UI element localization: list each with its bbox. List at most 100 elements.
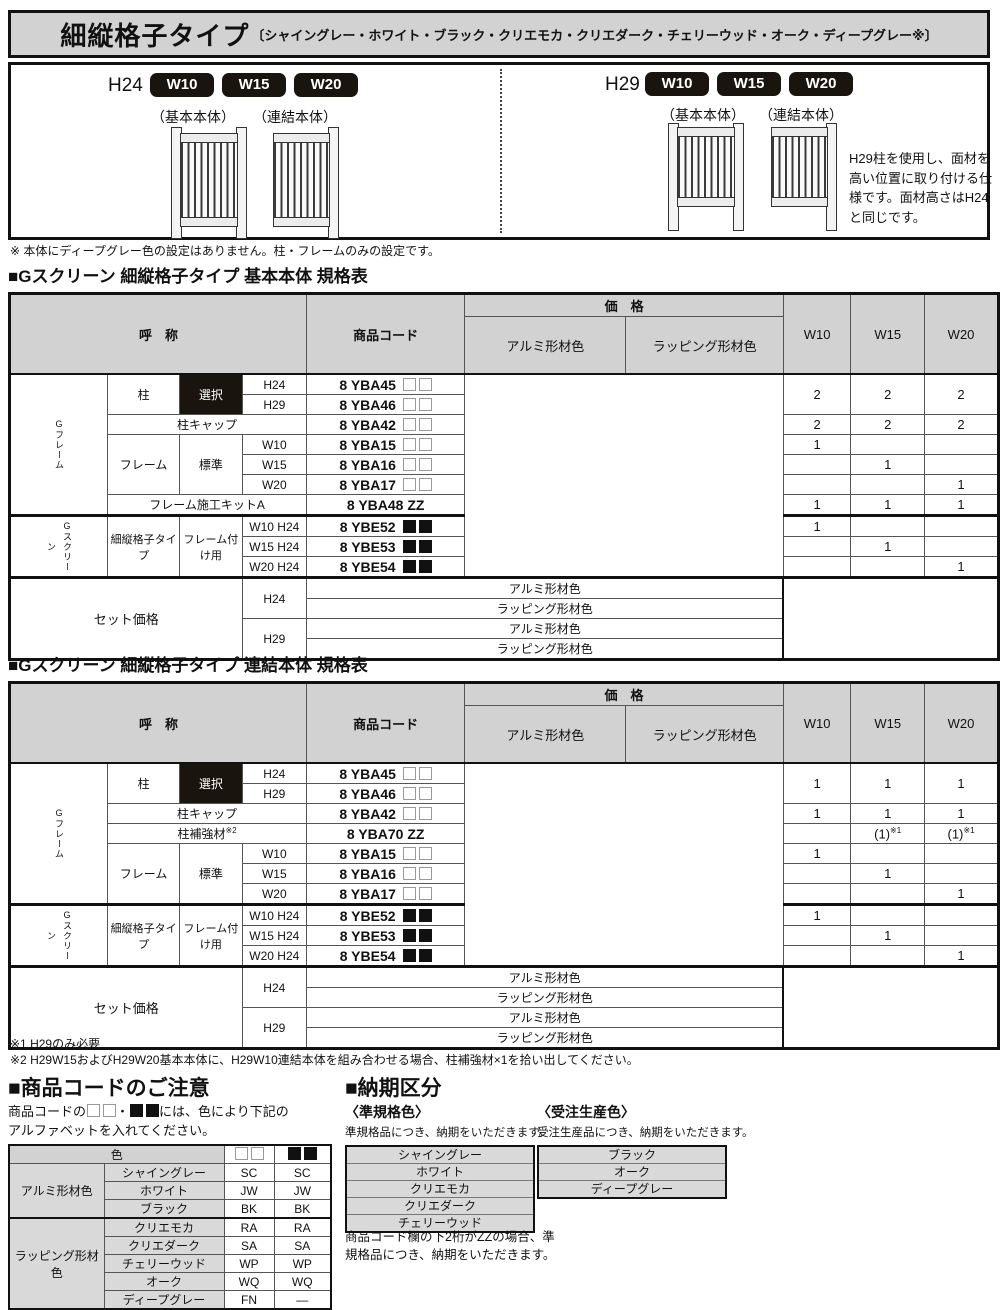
qty-cell: 1 xyxy=(782,843,852,864)
color-list-item: オーク xyxy=(539,1164,725,1181)
qty-cell: 2 xyxy=(850,373,926,415)
code-notice-description: 商品コードの・には、色により下記の アルファベットを入れてください。 xyxy=(8,1104,289,1138)
filled-square-icon xyxy=(418,539,432,553)
col-header-w20: W20 xyxy=(924,682,999,764)
color-name: クリエモカ xyxy=(103,1217,225,1237)
filled-square-icon xyxy=(402,908,416,922)
open-square-icon xyxy=(418,846,432,860)
product-code: 8 YBA16 xyxy=(306,863,466,884)
qty-cell: 1 xyxy=(850,494,926,516)
filled-square-icon xyxy=(402,559,416,573)
filled-square-icon xyxy=(303,1147,317,1160)
color-name: ホワイト xyxy=(103,1181,225,1200)
link-table-title: ■Gスクリーン 細縦格子タイプ 連結本体 規格表 xyxy=(8,656,368,675)
color-code: SC xyxy=(223,1163,275,1182)
qty-cell xyxy=(924,903,999,926)
col-header-w10: W10 xyxy=(782,293,852,375)
color-name: シャイングレー xyxy=(103,1163,225,1182)
qty-cell xyxy=(924,434,999,455)
color-code: WQ xyxy=(223,1272,275,1291)
lattice-slats xyxy=(274,143,329,217)
made-to-order-color-list: ブラック オーク ディープグレー xyxy=(537,1145,727,1199)
color-list-item: ブラック xyxy=(539,1147,725,1164)
group-gframe-label: Gフレーム xyxy=(9,762,108,905)
qty-cell xyxy=(782,454,852,475)
open-square-icon xyxy=(402,437,416,451)
semi-standard-color-list: シャイングレー ホワイト クリエモカ クリエダーク チェリーウッド xyxy=(345,1145,535,1233)
color-code: SC xyxy=(273,1163,332,1182)
col-header-code: 商品コード xyxy=(306,293,466,375)
size-label: W15 xyxy=(241,863,308,884)
color-code: BK xyxy=(223,1199,275,1219)
color-code: BK xyxy=(273,1199,332,1219)
product-code: 8 YBA45 xyxy=(306,373,466,395)
product-code: 8 YBA46 xyxy=(306,394,466,415)
diagram-divider xyxy=(500,69,502,233)
qty-cell xyxy=(782,536,852,557)
h29-w20-badge: W20 xyxy=(789,72,853,96)
qty-cell xyxy=(782,474,852,495)
standard-label: 標準 xyxy=(179,843,243,905)
qty-cell: 1 xyxy=(782,803,852,824)
open-square-icon xyxy=(418,806,432,820)
open-square-icon xyxy=(418,477,432,491)
qty-cell xyxy=(924,514,999,537)
frame-label: フレーム xyxy=(106,843,181,905)
h24-w15-badge: W15 xyxy=(222,73,286,97)
pillar-cap-label: 柱キャップ xyxy=(106,803,308,824)
product-code: 8 YBA16 xyxy=(306,454,466,475)
filled-square-icon xyxy=(418,519,432,533)
lattice-type-label: 細縦格子タイプ xyxy=(106,514,181,578)
product-code: 8 YBA17 xyxy=(306,474,466,495)
semi-standard-color-block: 〈準規格色〉 準規格品につき、納期をいただきます。 シャイングレー ホワイト ク… xyxy=(345,1102,550,1233)
qty-cell xyxy=(782,883,852,905)
col-header-alumi: アルミ形材色 xyxy=(464,705,627,764)
lattice-slats xyxy=(772,137,827,197)
page-title: 細縦格子タイプ xyxy=(60,20,250,51)
qty-cell xyxy=(782,863,852,884)
basic-spec-table: 呼 称 商品コード 価 格 W10 W15 W20 アルミ形材色 ラッピング形材… xyxy=(8,292,1000,661)
set-price-wrap-label: ラッピング形材色 xyxy=(306,598,784,619)
group-gscreen-label: Gスクリーン xyxy=(9,903,108,967)
filled-square-icon xyxy=(402,539,416,553)
h24-link-caption: （連結本体） xyxy=(253,109,337,125)
col-header-wrap: ラッピング形材色 xyxy=(625,316,784,375)
col-header-w10: W10 xyxy=(782,682,852,764)
filled-square-icon xyxy=(418,928,432,942)
open-square-icon xyxy=(418,397,432,411)
size-label: W20 H24 xyxy=(241,556,308,578)
code-notice-title: ■商品コードのご注意 xyxy=(8,1077,210,1100)
qty-cell xyxy=(782,823,852,844)
color-code: WP xyxy=(223,1254,275,1273)
h24-link-fence-illustration xyxy=(273,127,339,239)
size-label: W15 xyxy=(241,454,308,475)
size-label: W20 H24 xyxy=(241,945,308,967)
page-title-color-list: 〔シャイングレー・ホワイト・ブラック・クリエモカ・クリエダーク・チェリーウッド・… xyxy=(251,27,938,43)
fence-panel xyxy=(771,127,828,207)
open-square-icon xyxy=(402,766,416,780)
set-price-area-empty xyxy=(782,576,1000,660)
qty-cell: 1 xyxy=(782,434,852,455)
qty-cell: 1 xyxy=(924,883,999,905)
open-square-icon xyxy=(418,377,432,391)
size-label: W20 xyxy=(241,883,308,905)
open-square-icon xyxy=(402,866,416,880)
page-title-box: 細縦格子タイプ 〔シャイングレー・ホワイト・ブラック・クリエモカ・クリエダーク・… xyxy=(8,10,990,58)
filled-square-icon xyxy=(418,559,432,573)
filled-square-icon xyxy=(402,519,416,533)
qty-cell xyxy=(850,474,926,495)
filled-square-icon xyxy=(418,948,432,962)
color-code: WP xyxy=(273,1254,332,1273)
set-price-wrap-label: ラッピング形材色 xyxy=(306,987,784,1008)
product-code: 8 YBE53 xyxy=(306,925,466,946)
pillar-label: 柱 xyxy=(106,762,181,804)
made-to-order-desc: 受注生産品につき、納期をいただきます。 xyxy=(537,1127,754,1139)
col-header-price: 価 格 xyxy=(464,293,784,317)
delivery-title: ■納期区分 xyxy=(345,1077,442,1100)
qty-cell xyxy=(924,454,999,475)
color-code: JW xyxy=(223,1181,275,1200)
h29-link-fence-illustration xyxy=(771,123,837,231)
qty-cell xyxy=(924,536,999,557)
pillar-cap-label: 柱キャップ xyxy=(106,414,308,435)
qty-cell: 2 xyxy=(782,373,852,415)
